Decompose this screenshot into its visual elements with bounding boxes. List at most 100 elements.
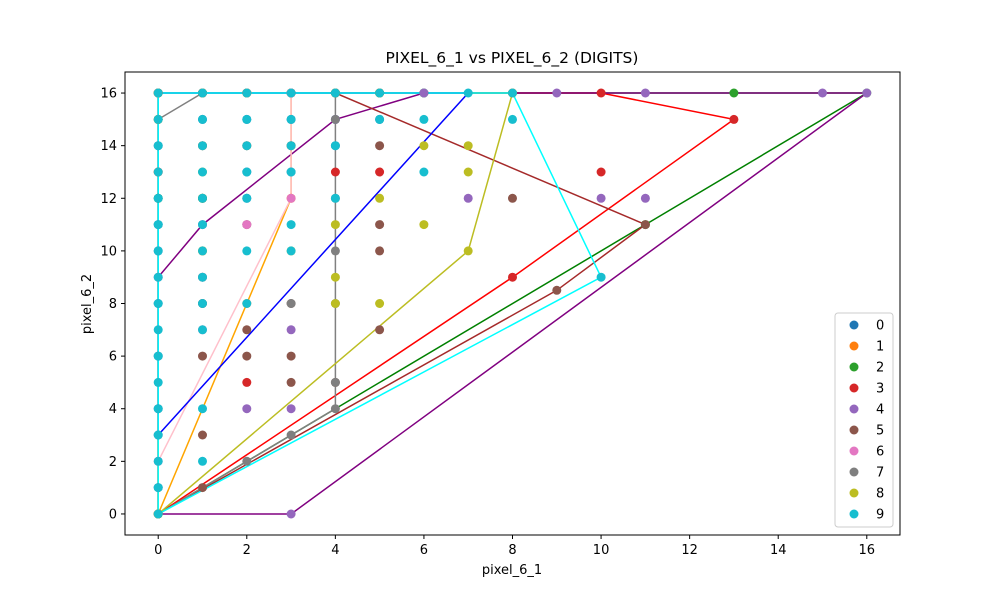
point-series-9-23 bbox=[198, 246, 207, 256]
point-series-4-4 bbox=[242, 404, 252, 414]
point-series-3-11 bbox=[508, 272, 517, 282]
point-series-8-13 bbox=[375, 193, 385, 203]
y-tick-label: 12 bbox=[100, 192, 117, 207]
point-series-3-10 bbox=[375, 167, 385, 177]
legend-label-4: 4 bbox=[876, 403, 884, 418]
point-series-9-11 bbox=[153, 351, 163, 361]
point-series-9-46 bbox=[375, 114, 385, 124]
y-tick-label: 0 bbox=[109, 507, 117, 522]
point-series-5-3 bbox=[198, 351, 207, 361]
chart-title: PIXEL_6_1 vs PIXEL_6_2 (DIGITS) bbox=[386, 49, 639, 68]
y-tick-label: 2 bbox=[109, 455, 117, 470]
point-series-8-11 bbox=[330, 299, 340, 308]
x-tick-label: 8 bbox=[508, 543, 516, 558]
point-series-8-10 bbox=[330, 272, 340, 282]
point-series-7-7 bbox=[286, 430, 296, 440]
point-series-9-39 bbox=[286, 167, 296, 177]
point-series-9-10 bbox=[153, 325, 163, 335]
point-series-9-4 bbox=[153, 167, 163, 177]
point-series-5-20 bbox=[640, 220, 650, 230]
point-series-7-6 bbox=[242, 456, 252, 466]
scatter-points bbox=[153, 88, 872, 519]
point-series-9-38 bbox=[286, 141, 296, 151]
y-tick-label: 6 bbox=[109, 350, 117, 365]
point-series-8-14 bbox=[375, 299, 385, 308]
legend-marker-7 bbox=[849, 467, 859, 477]
point-series-8-16 bbox=[419, 220, 429, 230]
point-series-4-8 bbox=[286, 509, 296, 519]
point-series-9-52 bbox=[596, 272, 606, 282]
point-series-9-14 bbox=[153, 430, 163, 440]
point-series-4-11 bbox=[419, 88, 429, 98]
point-series-5-15 bbox=[375, 220, 385, 230]
legend-marker-2 bbox=[849, 362, 859, 372]
point-series-5-4 bbox=[198, 430, 207, 440]
point-series-9-0 bbox=[153, 509, 163, 519]
x-tick-label: 10 bbox=[593, 543, 610, 558]
point-series-9-41 bbox=[286, 246, 296, 256]
point-series-8-18 bbox=[463, 167, 473, 177]
point-series-9-24 bbox=[198, 272, 207, 282]
point-series-9-3 bbox=[153, 141, 163, 151]
x-tick-label: 12 bbox=[681, 543, 698, 558]
point-series-7-15 bbox=[330, 377, 340, 387]
point-series-4-12 bbox=[463, 193, 473, 203]
legend-label-7: 7 bbox=[876, 466, 884, 481]
legend-marker-0 bbox=[849, 320, 859, 330]
point-series-9-15 bbox=[153, 456, 163, 466]
point-series-7-13 bbox=[330, 246, 340, 256]
point-series-5-5 bbox=[198, 483, 207, 493]
point-series-9-44 bbox=[330, 193, 340, 203]
y-axis-ticks: 0 2 4 6 8 10 12 14 16 bbox=[100, 87, 125, 522]
point-series-6-4 bbox=[242, 220, 252, 230]
x-tick-label: 16 bbox=[859, 543, 876, 558]
legend-label-9: 9 bbox=[876, 508, 884, 523]
point-series-9-1 bbox=[153, 88, 163, 98]
legend-label-6: 6 bbox=[876, 445, 884, 460]
legend-marker-3 bbox=[849, 383, 859, 393]
hull-line-3 bbox=[157, 92, 870, 515]
point-series-5-11 bbox=[286, 377, 296, 387]
point-series-9-35 bbox=[242, 299, 252, 308]
point-series-9-42 bbox=[330, 88, 340, 98]
legend-label-2: 2 bbox=[876, 361, 884, 376]
y-tick-label: 14 bbox=[100, 139, 117, 154]
point-series-9-22 bbox=[198, 220, 207, 230]
legend-marker-4 bbox=[849, 404, 859, 414]
point-series-9-20 bbox=[198, 167, 207, 177]
point-series-9-26 bbox=[198, 325, 207, 335]
point-series-5-19 bbox=[552, 285, 562, 295]
point-series-9-27 bbox=[198, 404, 207, 414]
point-series-5-8 bbox=[242, 351, 252, 361]
legend-marker-1 bbox=[849, 341, 859, 351]
point-series-5-17 bbox=[375, 325, 385, 335]
y-axis-label: pixel_6_2 bbox=[80, 274, 95, 334]
point-series-9-8 bbox=[153, 272, 163, 282]
point-series-9-28 bbox=[198, 456, 207, 466]
legend-label-1: 1 bbox=[876, 340, 884, 355]
point-series-4-18 bbox=[862, 88, 872, 98]
point-series-9-32 bbox=[242, 167, 252, 177]
point-series-4-14 bbox=[596, 193, 606, 203]
point-series-7-9 bbox=[330, 404, 340, 414]
point-series-9-45 bbox=[375, 88, 385, 98]
point-series-5-16 bbox=[375, 246, 385, 256]
x-tick-label: 2 bbox=[243, 543, 251, 558]
point-series-9-18 bbox=[198, 114, 207, 124]
legend-label-5: 5 bbox=[876, 424, 884, 439]
point-series-3-14 bbox=[596, 167, 606, 177]
point-series-9-17 bbox=[198, 88, 207, 98]
point-series-9-21 bbox=[198, 193, 207, 203]
point-series-5-14 bbox=[375, 141, 385, 151]
point-series-9-13 bbox=[153, 404, 163, 414]
x-axis-ticks: 0 2 4 6 8 10 12 14 16 bbox=[154, 535, 875, 558]
point-series-5-18 bbox=[508, 193, 517, 203]
point-series-3-5 bbox=[242, 377, 252, 387]
point-series-5-7 bbox=[242, 325, 252, 335]
point-series-4-6 bbox=[286, 325, 296, 335]
point-series-9-9 bbox=[153, 299, 163, 308]
point-series-3-8 bbox=[330, 167, 340, 177]
point-series-8-17 bbox=[463, 141, 473, 151]
point-series-9-36 bbox=[286, 88, 296, 98]
